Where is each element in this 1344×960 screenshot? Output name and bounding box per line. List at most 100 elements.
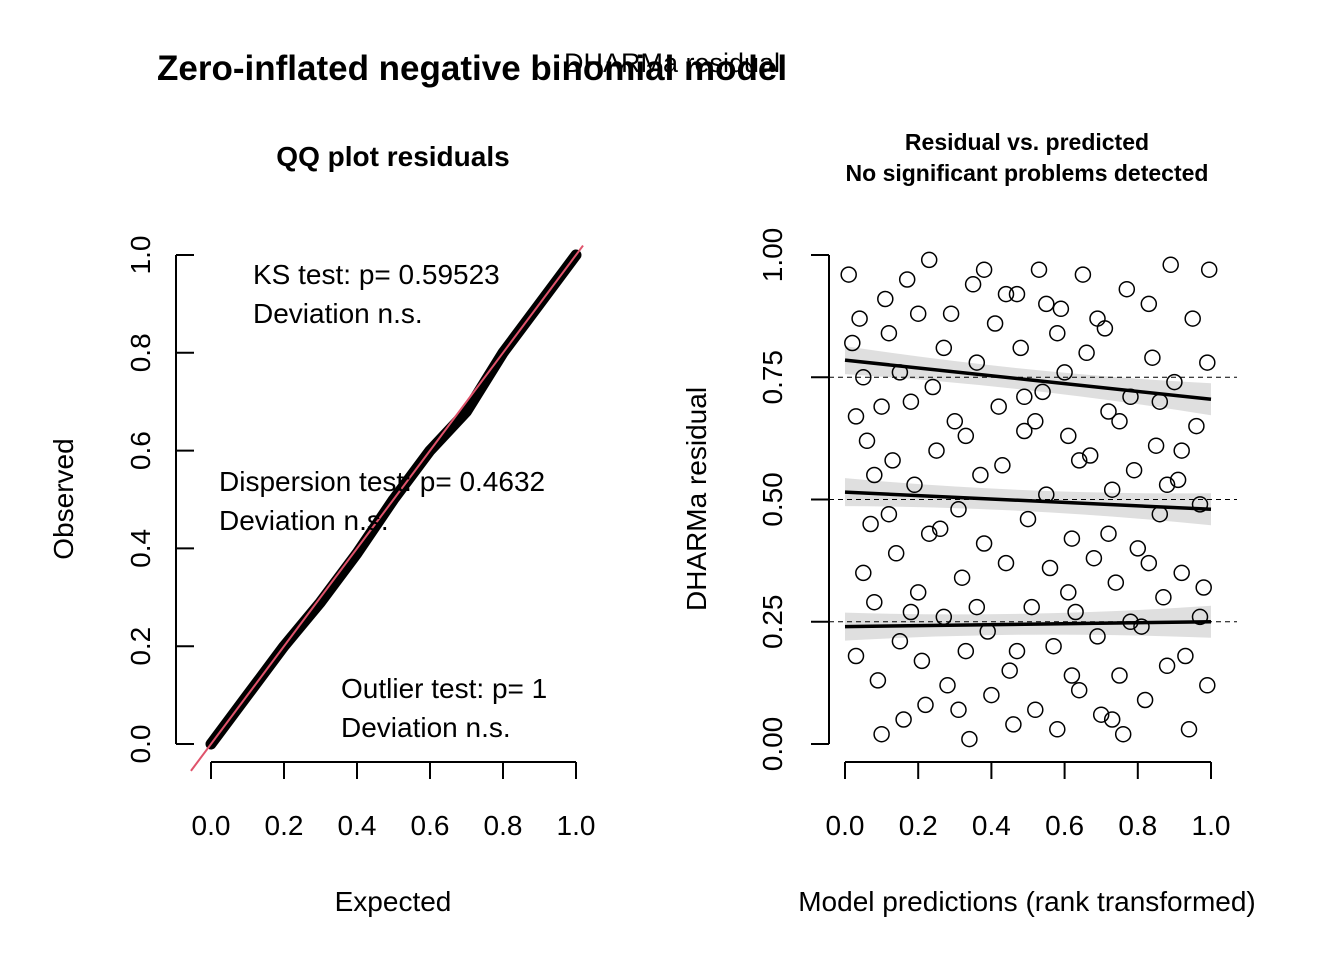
residual-point [1016,388,1033,406]
qq-point-band [190,244,584,772]
qq-x-label: Expected [335,886,452,917]
residual-point [1169,471,1187,489]
residual-point [1045,637,1062,655]
qq-x-tick-label: 0.8 [484,810,523,841]
residual-point [986,315,1004,332]
residual-point [950,701,967,719]
residual-point [902,603,920,621]
residual-point [1027,701,1044,719]
rv-y-ticks: 0.00 0.25 0.50 0.75 1.00 [757,228,829,771]
residual-point [990,398,1007,415]
residual-point [972,466,989,484]
qq-x-tick-label: 0.6 [411,810,450,841]
rv-x-label: Model predictions (rank transformed) [798,886,1256,917]
residual-point [913,652,931,670]
residual-point [906,476,923,494]
residual-point [1019,510,1037,528]
residual-point [1180,721,1198,738]
rv-x-tick-label: 0.2 [899,810,938,841]
rv-x-tick-label: 0.6 [1045,810,1084,841]
overlay-title: DHARMa residual [564,48,780,78]
residual-point [975,535,993,552]
residual-point [1008,642,1026,660]
residual-point [1200,261,1218,278]
outlier-deviation-text: Deviation n.s. [341,712,511,743]
residual-point [983,686,1000,704]
rv-x-ticks: 0.0 0.2 0.4 0.6 0.8 1.0 [826,762,1230,841]
residual-point [1100,403,1117,420]
qq-y-tick-label: 0.6 [125,431,156,470]
residual-point [1089,628,1106,645]
residual-point [1056,364,1073,381]
quantile-reference-lines [829,376,1237,623]
residual-point [1081,447,1099,464]
residual-point [847,408,865,425]
residual-point [1184,310,1201,327]
residual-point [1060,584,1077,601]
residual-point [1195,579,1212,596]
residual-point [975,261,993,278]
quantile-fit-line [844,358,1212,401]
residual-point [902,393,920,410]
residual-point [884,452,901,469]
residual-point [931,520,949,538]
residual-point [924,378,942,396]
residual-point [880,324,898,342]
residual-point [1092,706,1110,723]
residual-point [1107,574,1125,591]
qq-y-label: Observed [48,438,79,559]
qq-x-tick-label: 0.4 [338,810,377,841]
residual-point [994,457,1011,474]
residual-point [961,730,978,748]
residual-point [997,554,1015,572]
residual-point [1199,677,1216,694]
residual-point [887,545,905,562]
residual-point [1199,354,1216,371]
dispersion-test-text: Dispersion test: p= 0.4632 [219,466,545,497]
residual-point [935,339,953,357]
residual-point [957,642,975,660]
residual-point [1049,721,1066,738]
residual-point [1129,540,1147,557]
qq-x-tick-label: 0.2 [265,810,304,841]
quantile-fit-line [844,620,1212,629]
qq-plot-panel: QQ plot residuals 0.0 0.2 0.4 0.6 0.8 1.0 0.0… [48,141,595,917]
qq-y-ticks: 0.0 0.2 0.4 0.6 0.8 1.0 [125,236,194,763]
residual-point [997,285,1015,303]
qq-y-tick-label: 0.2 [125,627,156,666]
residual-point [1038,295,1055,313]
residual-point [1074,266,1092,283]
residual-point [1103,481,1121,498]
residual-point [939,677,956,694]
residual-point [968,354,986,371]
ks-deviation-text: Deviation n.s. [253,298,423,329]
residual-point [1085,549,1103,567]
residual-point [1016,422,1033,440]
residual-point [851,310,868,327]
residual-point [1096,320,1114,337]
residual-point [1023,598,1040,616]
residual-point [1158,476,1176,494]
residual-point [873,398,890,415]
rv-subtitle: No significant problems detected [846,160,1209,186]
residual-point [909,305,927,322]
residual-point [1008,285,1026,303]
residual-point [1067,603,1084,621]
residual-point [1111,667,1128,684]
residual-point [909,584,927,601]
residual-point [920,525,938,542]
rv-y-tick-label: 0.25 [757,595,788,650]
residual-point [950,501,967,518]
residual-point [1100,525,1117,542]
residual-point [1030,261,1048,278]
qq-y-tick-label: 0.4 [125,529,156,568]
quantile-fit-line [844,490,1212,512]
residual-point [869,672,887,689]
residual-point [855,369,872,386]
ks-test-text: KS test: p= 0.59523 [253,259,500,290]
rv-x-tick-label: 0.8 [1118,810,1157,841]
residual-point [1070,681,1088,699]
residual-point [1147,437,1165,454]
residual-point [1158,657,1176,675]
residual-point [1063,530,1081,547]
